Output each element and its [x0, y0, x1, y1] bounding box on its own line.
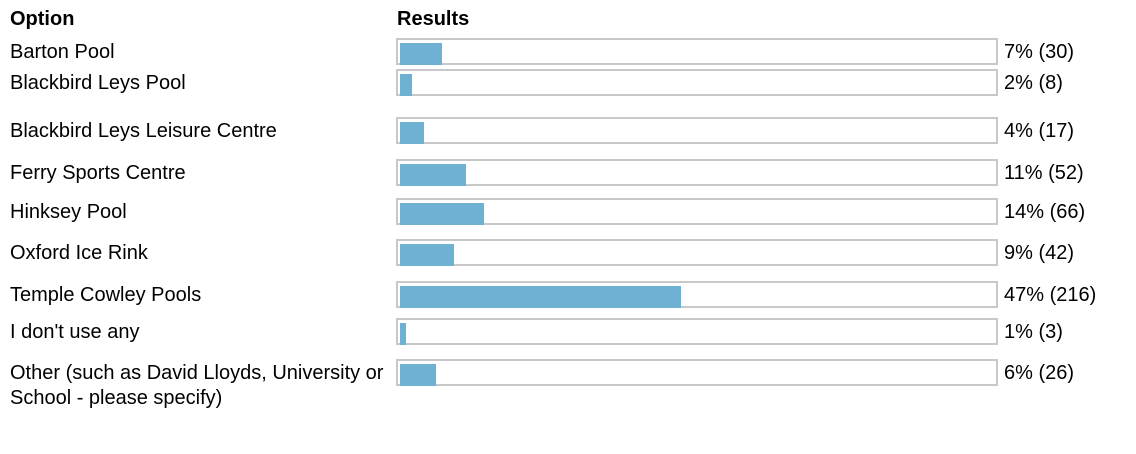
- result-bar: [400, 43, 442, 65]
- result-value-label: 47% (216): [1004, 284, 1097, 306]
- result-bar: [400, 203, 484, 225]
- result-value-label: 1% (3): [1004, 321, 1063, 343]
- result-value-label: 4% (17): [1004, 120, 1075, 142]
- result-value-label: 6% (26): [1004, 362, 1075, 384]
- result-row: Oxford Ice Rink 9% (42): [0, 239, 1136, 270]
- results-column-header: Results: [397, 8, 470, 30]
- option-label: Other (such as David Lloyds, University …: [10, 362, 384, 409]
- result-bar-track: [396, 281, 998, 308]
- result-bar-track: [396, 239, 998, 266]
- result-value-label: 2% (8): [1004, 72, 1063, 94]
- option-label: Barton Pool: [10, 41, 115, 63]
- result-bar-track: [396, 69, 998, 96]
- option-label: I don't use any: [10, 321, 140, 343]
- result-bar: [400, 364, 436, 386]
- result-value-label: 11% (52): [1004, 162, 1084, 184]
- result-bar-track: [396, 38, 998, 65]
- option-label: Hinksey Pool: [10, 201, 127, 223]
- result-row: Temple Cowley Pools 47% (216): [0, 281, 1136, 312]
- result-bar: [400, 323, 406, 345]
- option-column-header: Option: [10, 8, 75, 30]
- result-value-label: 14% (66): [1004, 201, 1086, 223]
- result-row: I don't use any 1% (3): [0, 318, 1136, 349]
- result-bar: [400, 122, 424, 144]
- result-row: Blackbird Leys Leisure Centre 4% (17): [0, 117, 1136, 148]
- option-label: Blackbird Leys Leisure Centre: [10, 120, 277, 142]
- result-bar-track: [396, 359, 998, 386]
- result-bar-track: [396, 159, 998, 186]
- result-bar: [400, 74, 412, 96]
- result-row: Other (such as David Lloyds, University …: [0, 359, 1136, 409]
- result-value-label: 9% (42): [1004, 242, 1075, 264]
- result-bar: [400, 286, 682, 308]
- result-bar-track: [396, 198, 998, 225]
- option-label: Ferry Sports Centre: [10, 162, 186, 184]
- result-row: Hinksey Pool 14% (66): [0, 198, 1136, 229]
- option-label: Temple Cowley Pools: [10, 284, 202, 306]
- result-bar-track: [396, 117, 998, 144]
- result-row: Barton Pool 7% (30): [0, 38, 1136, 69]
- result-row: Blackbird Leys Pool 2% (8): [0, 69, 1136, 100]
- option-label: Oxford Ice Rink: [10, 242, 148, 264]
- result-value-label: 7% (30): [1004, 41, 1075, 63]
- result-bar-track: [396, 318, 998, 345]
- option-label: Blackbird Leys Pool: [10, 72, 186, 94]
- result-bar: [400, 244, 454, 266]
- result-row: Ferry Sports Centre 11% (52): [0, 159, 1136, 190]
- result-bar: [400, 164, 466, 186]
